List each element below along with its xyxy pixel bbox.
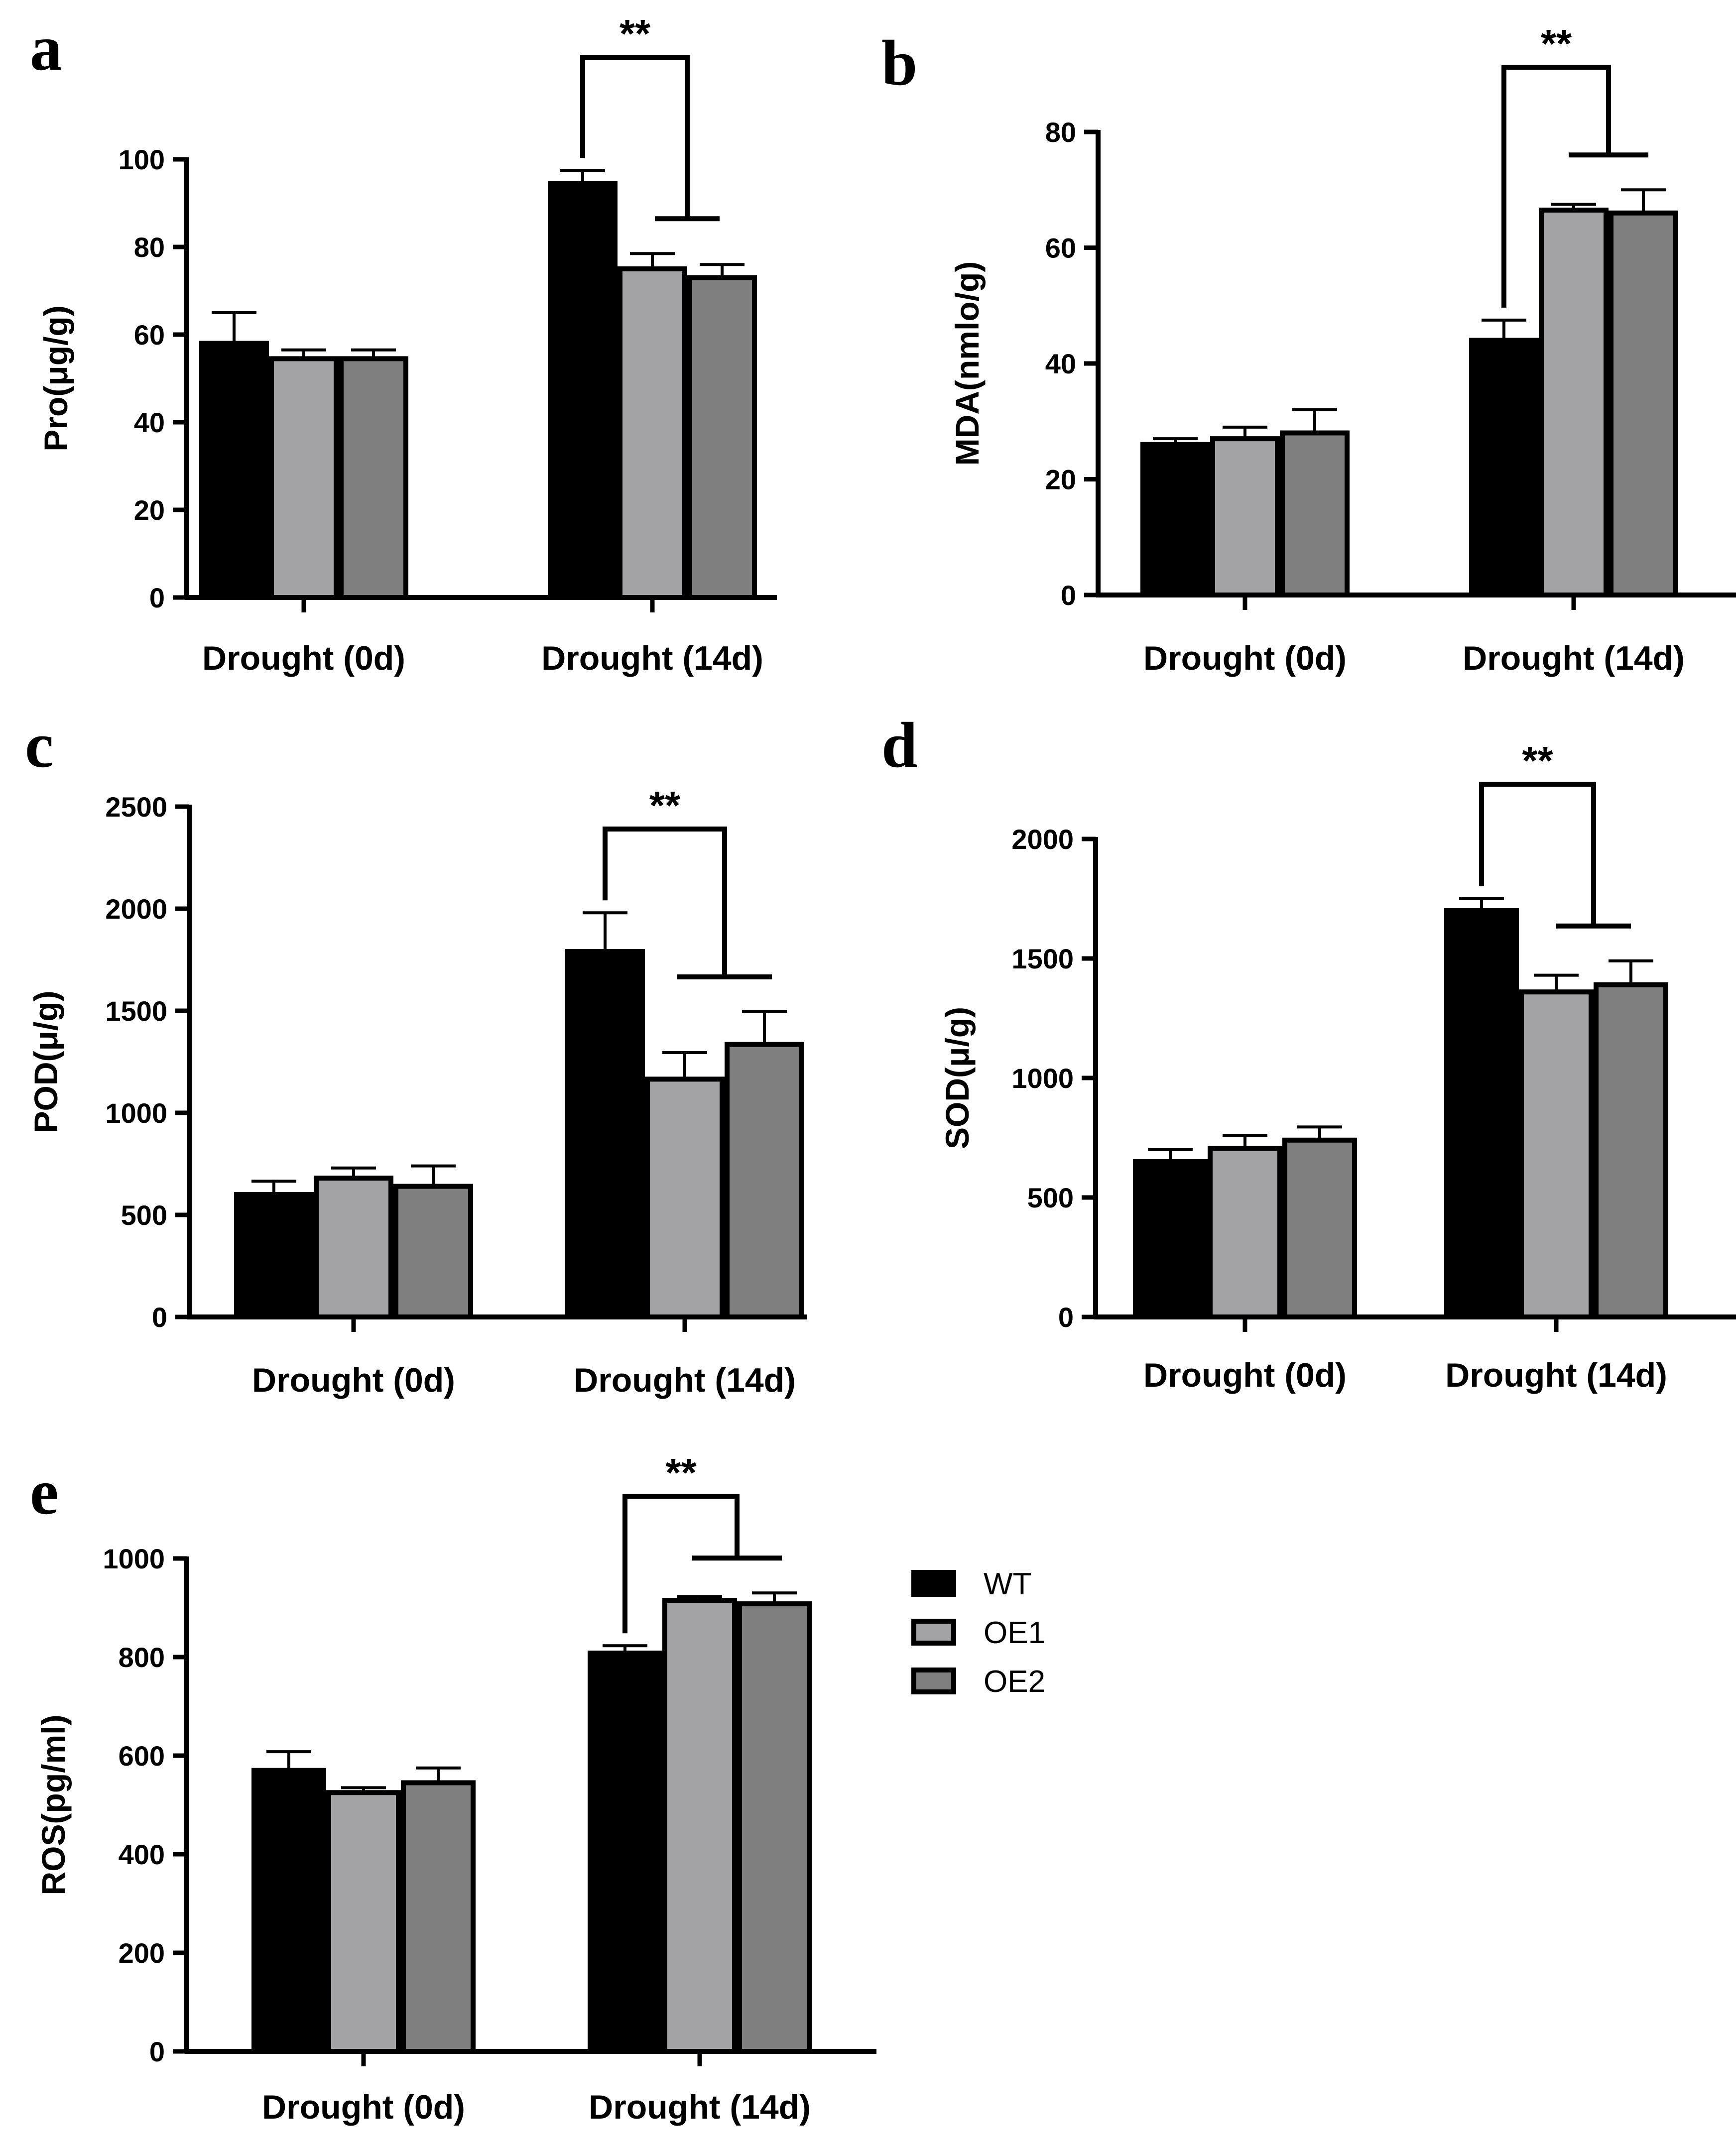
bar-wt (199, 341, 269, 600)
legend-swatch-oe1 (911, 1619, 956, 1646)
x-tick-label: Drought (14d) (1445, 1356, 1667, 1394)
significance-label: ** (649, 783, 681, 828)
y-axis-label: SOD(μ/g) (939, 1007, 976, 1149)
x-tick-label: Drought (0d) (1143, 1356, 1347, 1394)
bar-oe1 (618, 266, 687, 600)
y-tick-label: 600 (119, 1740, 165, 1772)
bar-oe1 (314, 1176, 393, 1319)
y-tick-label: 0 (152, 1302, 167, 1333)
y-axis-label: ROS(pg/ml) (35, 1715, 72, 1896)
x-tick-label: Drought (0d) (202, 639, 405, 677)
bar-wt (588, 1651, 662, 2054)
y-tick-label: 400 (119, 1839, 165, 1870)
x-tick-label: Drought (14d) (1463, 639, 1685, 677)
chart-panel-b: b 0 20 40 60 80 MDA(nmlo/g) Drought (0d) Drought… (881, 21, 1736, 677)
y-tick-label: 0 (1058, 1302, 1074, 1333)
y-tick-label: 60 (134, 319, 165, 351)
bar-wt (1140, 442, 1210, 597)
legend: WT OE1 OE2 (911, 1567, 1045, 1699)
bar-oe2 (1280, 430, 1350, 597)
y-tick-label: 1000 (105, 1097, 167, 1129)
panel-label: a (30, 12, 62, 84)
legend-label-oe1: OE1 (984, 1616, 1045, 1650)
bar-wt (1133, 1159, 1208, 1319)
bar-oe1 (662, 1598, 737, 2054)
y-axis-label: Pro(μg/g) (37, 305, 74, 451)
bar-wt (1469, 338, 1539, 597)
chart-panel-e: e 0 200 400 600 800 1000 ROS(pg/ml) Drought (0d)… (30, 1450, 876, 2126)
legend-swatch-wt (911, 1570, 956, 1597)
y-tick-label: 20 (134, 494, 165, 526)
significance-label: ** (665, 1450, 697, 1495)
y-tick-label: 500 (1027, 1182, 1074, 1213)
x-tick-label: Drought (0d) (1143, 639, 1347, 677)
bar-oe1 (645, 1076, 725, 1320)
bar-oe2 (339, 356, 408, 600)
y-tick-label: 2500 (105, 791, 167, 823)
y-tick-label: 200 (119, 1937, 165, 1969)
y-tick-label: 2000 (1011, 824, 1074, 855)
bar-oe2 (393, 1184, 473, 1320)
y-tick-label: 0 (149, 582, 165, 613)
y-tick-label: 1000 (103, 1543, 165, 1574)
significance-label: ** (1522, 738, 1553, 783)
y-axis-label: MDA(nmlo/g) (949, 261, 986, 466)
panel-label: c (25, 710, 54, 781)
bar-oe2 (687, 275, 757, 600)
y-tick-label: 100 (119, 144, 165, 175)
bar-oe2 (1282, 1137, 1357, 1320)
panel-label: d (881, 710, 917, 781)
x-tick-label: Drought (0d) (262, 2088, 465, 2126)
legend-label-wt: WT (984, 1567, 1031, 1601)
significance-label: ** (1541, 21, 1572, 66)
panel-label: b (881, 27, 917, 99)
bar-oe1 (1210, 436, 1280, 597)
y-tick-label: 1500 (1011, 943, 1074, 974)
bar-oe2 (737, 1601, 812, 2054)
significance-label: ** (620, 11, 651, 56)
bar-wt (565, 949, 645, 1319)
bar-oe1 (1519, 989, 1594, 1319)
bar-oe1 (1208, 1146, 1282, 1320)
y-tick-label: 80 (134, 232, 165, 263)
y-tick-label: 60 (1045, 233, 1076, 264)
y-tick-label: 800 (119, 1642, 165, 1673)
chart-panel-c: c 0 500 1000 1500 2000 2500 POD(μ/g) Drought (0d… (25, 710, 807, 1399)
y-tick-label: 1500 (105, 995, 167, 1027)
bar-wt (234, 1192, 314, 1319)
y-tick-label: 1000 (1011, 1063, 1074, 1094)
bar-wt (251, 1768, 326, 2054)
y-tick-label: 40 (134, 407, 165, 438)
y-axis-label: POD(μ/g) (27, 990, 64, 1133)
bar-wt (548, 181, 618, 600)
y-tick-label: 20 (1045, 464, 1076, 495)
bar-oe1 (269, 356, 339, 600)
panel-label: e (30, 1456, 59, 1528)
chart-panel-a: a 0 20 40 60 80 100 Pro(μg/g) Drought (0d) Drough… (30, 11, 777, 677)
legend-label-oe2: OE2 (984, 1665, 1045, 1699)
y-tick-label: 2000 (105, 893, 167, 925)
y-tick-label: 0 (149, 2036, 165, 2067)
y-tick-label: 500 (121, 1199, 167, 1231)
bar-oe2 (1609, 210, 1678, 597)
chart-panel-d: d 0 500 1000 1500 2000 SOD(μ/g) Drought (0d) Dro… (881, 710, 1736, 1394)
bar-oe2 (725, 1042, 804, 1319)
y-tick-label: 80 (1045, 117, 1076, 148)
y-tick-label: 0 (1061, 580, 1076, 611)
legend-swatch-oe2 (911, 1668, 956, 1694)
x-tick-label: Drought (14d) (574, 1361, 796, 1399)
x-tick-label: Drought (14d) (589, 2088, 811, 2126)
bar-wt (1444, 908, 1519, 1319)
bar-oe1 (1539, 207, 1609, 597)
bar-oe1 (326, 1790, 401, 2054)
x-tick-label: Drought (14d) (541, 639, 763, 677)
x-tick-label: Drought (0d) (252, 1361, 455, 1399)
bar-oe2 (1594, 982, 1668, 1320)
y-tick-label: 40 (1045, 348, 1076, 379)
bar-oe2 (401, 1780, 476, 2054)
